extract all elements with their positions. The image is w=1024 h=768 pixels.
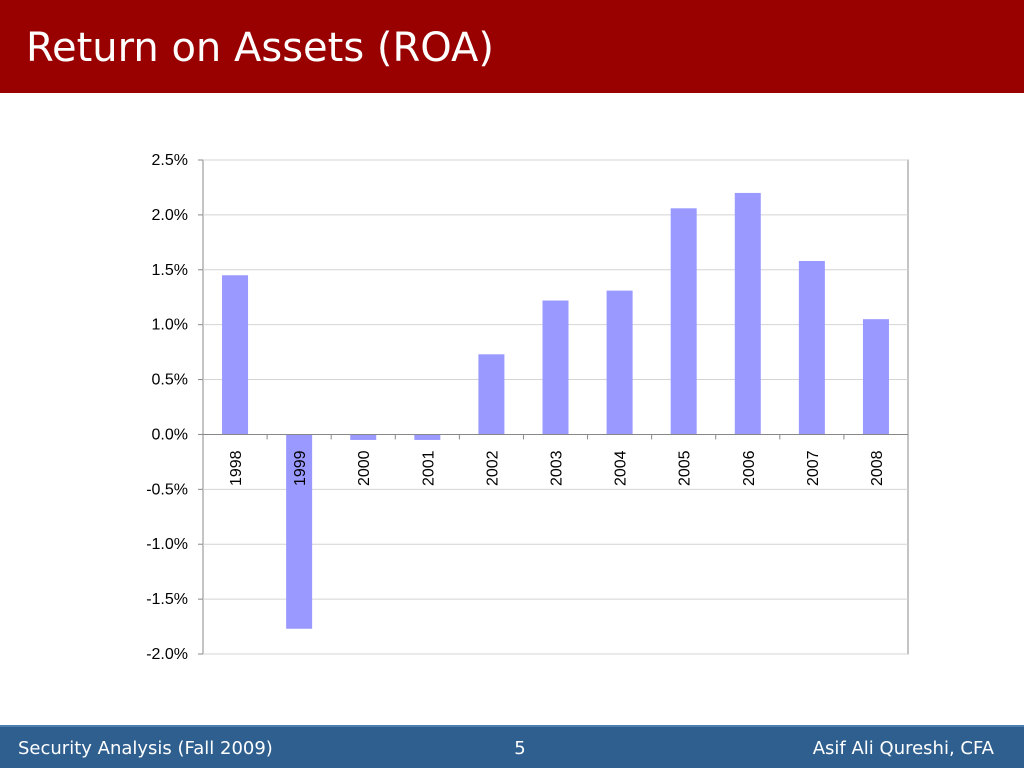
course-label: Security Analysis (Fall 2009)	[18, 738, 273, 759]
x-tick-label: 2005	[677, 450, 694, 486]
y-tick-label: -0.5%	[146, 481, 188, 498]
x-tick-label: 2006	[741, 450, 758, 486]
slide-header: Return on Assets (ROA)	[0, 0, 1024, 93]
bar-1999	[286, 434, 313, 629]
roa-bar-chart: 2.5% 2.0% 1.5% 1.0% 0.5% 0.0% -0.5% -1.0% -1.5% -…	[146, 152, 909, 663]
y-tick-label: 1.0%	[152, 317, 188, 334]
bar-2001	[414, 434, 441, 440]
y-tick-label: -2.0%	[146, 646, 188, 663]
slide-title: Return on Assets (ROA)	[26, 25, 495, 71]
bar-1998	[222, 275, 249, 435]
bar-2003	[542, 300, 569, 435]
y-tick-label: -1.0%	[146, 536, 188, 553]
zero-axis	[202, 433, 909, 440]
y-axis-ticks: 2.5% 2.0% 1.5% 1.0% 0.5% 0.0% -0.5% -1.0% -1.5% -…	[146, 152, 203, 663]
bars	[222, 192, 889, 629]
x-tick-label: 2008	[869, 450, 886, 486]
x-tick-label: 2007	[805, 450, 822, 486]
y-tick-label: 2.5%	[152, 152, 188, 169]
bar-2006	[734, 192, 761, 435]
page-number: 5	[514, 738, 526, 759]
y-tick-label: 0.0%	[152, 426, 188, 443]
slide-footer: Security Analysis (Fall 2009) 5 Asif Ali…	[0, 725, 1024, 768]
author-label: Asif Ali Qureshi, CFA	[812, 738, 994, 759]
y-tick-label: 2.0%	[152, 207, 188, 224]
x-axis-ticks: 1998 1999 2000 2001 2002 2003 2004 2005 2006 2007…	[228, 450, 886, 486]
bar-2008	[862, 319, 889, 435]
x-tick-label: 1998	[228, 450, 245, 486]
x-tick-label: 2003	[549, 450, 566, 486]
y-tick-label: 1.5%	[152, 262, 188, 279]
x-tick-label: 2002	[484, 450, 501, 486]
x-tick-label: 2000	[356, 450, 373, 486]
y-tick-label: 0.5%	[152, 372, 188, 389]
bar-2002	[478, 354, 505, 435]
bar-2007	[798, 260, 825, 435]
bar-2004	[606, 290, 633, 435]
grid-lines	[203, 159, 908, 655]
x-tick-label: 2004	[613, 450, 630, 486]
x-tick-label: 1999	[292, 450, 309, 486]
y-tick-label: -1.5%	[146, 591, 188, 608]
x-tick-label: 2001	[420, 450, 437, 486]
bar-2000	[350, 434, 377, 440]
bar-2005	[670, 208, 697, 435]
